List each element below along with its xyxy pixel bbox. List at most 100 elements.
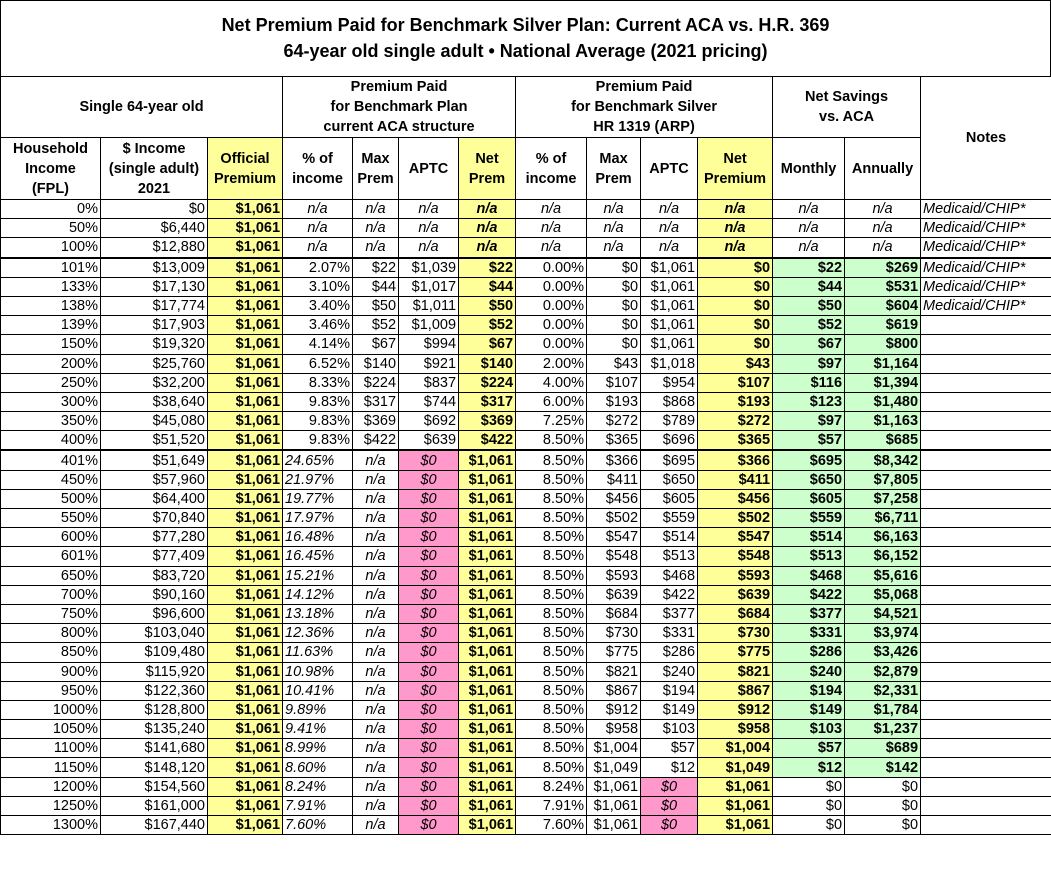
cell: $502 [586, 507, 642, 529]
cell: $128,800 [100, 699, 208, 721]
cell [920, 795, 1051, 817]
cell: $1,061 [206, 719, 284, 740]
cell: $547 [586, 527, 642, 548]
cell: n/a [515, 237, 588, 259]
cell [920, 738, 1051, 759]
cell: $1,061 [206, 584, 284, 605]
cell: Medicaid/CHIP* [920, 295, 1051, 317]
cell: $148,120 [100, 757, 208, 778]
table-row: 100% $12,880 $1,061 n/a n/a n/a n/a n/a n/a n/a n/… [0, 237, 1051, 259]
cell: 950% [0, 680, 101, 701]
cell: 150% [0, 334, 101, 355]
cell: n/a [352, 565, 400, 586]
cell: $52 [772, 315, 846, 336]
cell: n/a [352, 642, 400, 663]
cell: $0 [398, 584, 460, 605]
cell: $1,004 [697, 738, 774, 759]
cell: 7.91% [282, 795, 354, 817]
cell: $6,711 [844, 507, 922, 529]
cell: $1,061 [206, 814, 284, 836]
cell: 7.60% [515, 814, 588, 836]
cell: 601% [0, 546, 101, 567]
cell: $502 [697, 507, 774, 529]
cell: $0 [398, 488, 460, 510]
cell [920, 315, 1051, 336]
cell: 0.00% [515, 276, 588, 297]
cell: $12 [772, 757, 846, 778]
cell: 0.00% [515, 257, 588, 278]
cell: $744 [398, 391, 460, 413]
cell [920, 623, 1051, 644]
cell: $317 [458, 391, 517, 413]
cell: $272 [586, 411, 642, 432]
cell: $1,061 [206, 315, 284, 336]
cell: 0.00% [515, 295, 588, 317]
cell: $67 [772, 334, 846, 355]
cell: 1250% [0, 795, 101, 817]
cell: $1,061 [586, 776, 642, 797]
cell: 500% [0, 488, 101, 510]
cell: 9.41% [282, 719, 354, 740]
cell: n/a [697, 198, 774, 220]
cell: $32,200 [100, 372, 208, 393]
cell: $468 [640, 565, 699, 586]
cell: $50 [352, 295, 400, 317]
cell: $1,061 [458, 719, 517, 740]
cell: $1,061 [458, 680, 517, 701]
cell: $958 [697, 719, 774, 740]
cell: $7,805 [844, 469, 922, 490]
cell: $2,879 [844, 661, 922, 682]
table-row: 50% $6,440 $1,061 n/a n/a n/a n/a n/a n/a n/a n/a n… [0, 218, 1051, 239]
cell: n/a [352, 719, 400, 740]
cell: 139% [0, 315, 101, 336]
cell: $800 [844, 334, 922, 355]
cell: $0 [398, 546, 460, 567]
cell: 450% [0, 469, 101, 490]
group-header: Single 64-year old [0, 76, 284, 138]
cell: $0 [697, 315, 774, 336]
table-row: 1050% $135,240 $1,061 9.41% n/a $0 $1,061 8.50%… [0, 719, 1051, 740]
cell: $50 [458, 295, 517, 317]
cell: 8.24% [282, 776, 354, 797]
cell: $331 [772, 623, 846, 644]
cell: $149 [640, 699, 699, 721]
cell: $141,680 [100, 738, 208, 759]
cell: $1,039 [398, 257, 460, 278]
cell: 0.00% [515, 315, 588, 336]
cell: $44 [458, 276, 517, 297]
cell: $650 [772, 469, 846, 490]
cell: $122,360 [100, 680, 208, 701]
table-row: 550% $70,840 $1,061 17.97% n/a $0 $1,061 8.50% $… [0, 507, 1051, 529]
cell: $67 [352, 334, 400, 355]
cell: $52 [458, 315, 517, 336]
cell: $0 [398, 757, 460, 778]
cell: $1,061 [458, 699, 517, 721]
cell: n/a [352, 795, 400, 817]
cell: n/a [844, 237, 922, 259]
cell: $639 [697, 584, 774, 605]
cell: $149 [772, 699, 846, 721]
cell: $775 [586, 642, 642, 663]
cell: $1,061 [640, 257, 699, 278]
cell: $0 [586, 295, 642, 317]
cell: $240 [640, 661, 699, 682]
cell: $1,061 [458, 546, 517, 567]
cell: $685 [844, 430, 922, 452]
cell: 800% [0, 623, 101, 644]
cell: 4.14% [282, 334, 354, 355]
cell: 13.18% [282, 603, 354, 625]
cell: $912 [697, 699, 774, 721]
cell: $513 [772, 546, 846, 567]
cell: $456 [697, 488, 774, 510]
cell: 1300% [0, 814, 101, 836]
cell: $3,974 [844, 623, 922, 644]
cell: $51,649 [100, 449, 208, 471]
cell: $369 [458, 411, 517, 432]
cell: $789 [640, 411, 699, 432]
cell: Medicaid/CHIP* [920, 237, 1051, 259]
column-header: Household Income (FPL) [0, 137, 101, 200]
cell [920, 430, 1051, 452]
cell: $377 [772, 603, 846, 625]
cell: Medicaid/CHIP* [920, 218, 1051, 239]
cell: $514 [772, 527, 846, 548]
